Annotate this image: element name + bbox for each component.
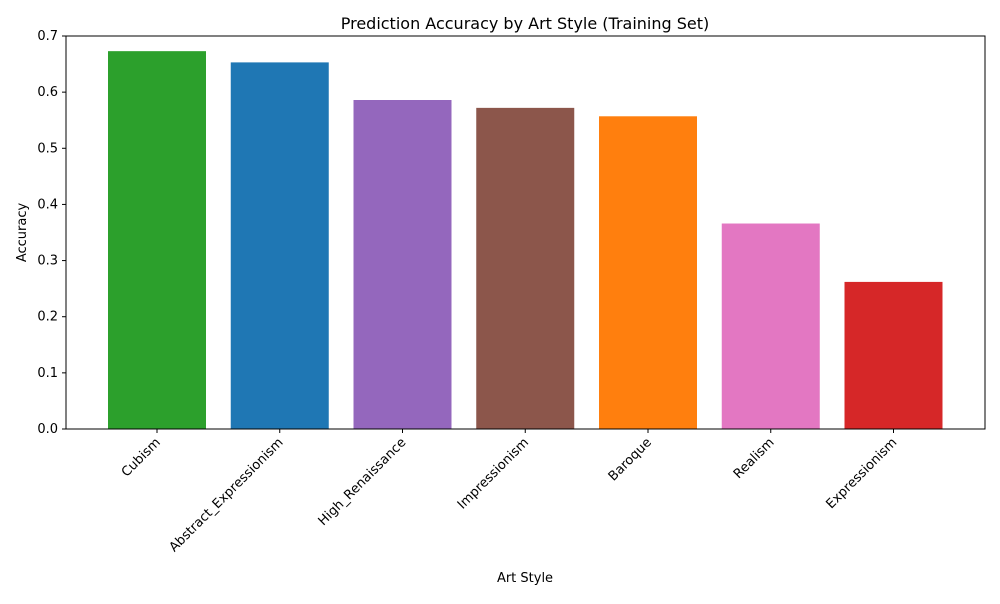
x-tick-label: Impressionism xyxy=(455,435,532,512)
bar-high-renaissance xyxy=(353,100,452,429)
y-tick-label: 0.0 xyxy=(37,422,58,437)
x-tick-label: High_Renaissance xyxy=(316,435,410,529)
y-tick-label: 0.7 xyxy=(37,29,58,44)
bars-group xyxy=(108,51,943,430)
x-tick-label: Realism xyxy=(731,435,778,482)
y-tick-label: 0.2 xyxy=(37,310,58,325)
x-tick-label: Baroque xyxy=(606,435,655,484)
y-tick-label: 0.3 xyxy=(37,254,58,269)
bar-impressionism xyxy=(476,107,575,429)
y-tick-label: 0.6 xyxy=(37,85,58,100)
y-axis-label: Accuracy xyxy=(15,203,30,263)
x-tick-label: Abstract_Expressionism xyxy=(167,435,287,555)
plot-frame xyxy=(65,35,986,430)
bar-cubism xyxy=(108,51,206,430)
x-tick-label: Expressionism xyxy=(824,435,901,512)
bar-baroque xyxy=(599,116,697,429)
chart-title: Prediction Accuracy by Art Style (Traini… xyxy=(341,14,710,33)
x-axis: Cubism Abstract_Expressionism High_Renaiss… xyxy=(119,429,900,555)
bar-abstract-expressionism xyxy=(230,62,329,429)
x-axis-label: Art Style xyxy=(497,571,553,586)
bar-expressionism xyxy=(844,281,943,429)
y-axis: 0.0 0.1 0.2 0.3 0.4 0.5 0.6 0.7 xyxy=(37,29,66,437)
x-tick-label: Cubism xyxy=(119,435,164,480)
y-tick-label: 0.5 xyxy=(37,141,58,156)
y-tick-label: 0.4 xyxy=(37,197,58,212)
y-tick-label: 0.1 xyxy=(37,366,58,381)
bar-realism xyxy=(721,223,820,429)
